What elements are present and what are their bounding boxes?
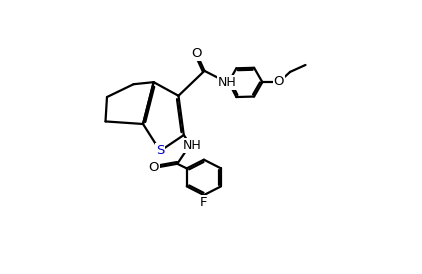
Text: O: O [273, 75, 284, 88]
Text: O: O [192, 47, 202, 60]
Text: O: O [148, 161, 159, 174]
Text: NH: NH [218, 76, 237, 89]
Text: F: F [200, 196, 208, 209]
Text: S: S [156, 144, 164, 158]
Text: NH: NH [182, 139, 201, 152]
